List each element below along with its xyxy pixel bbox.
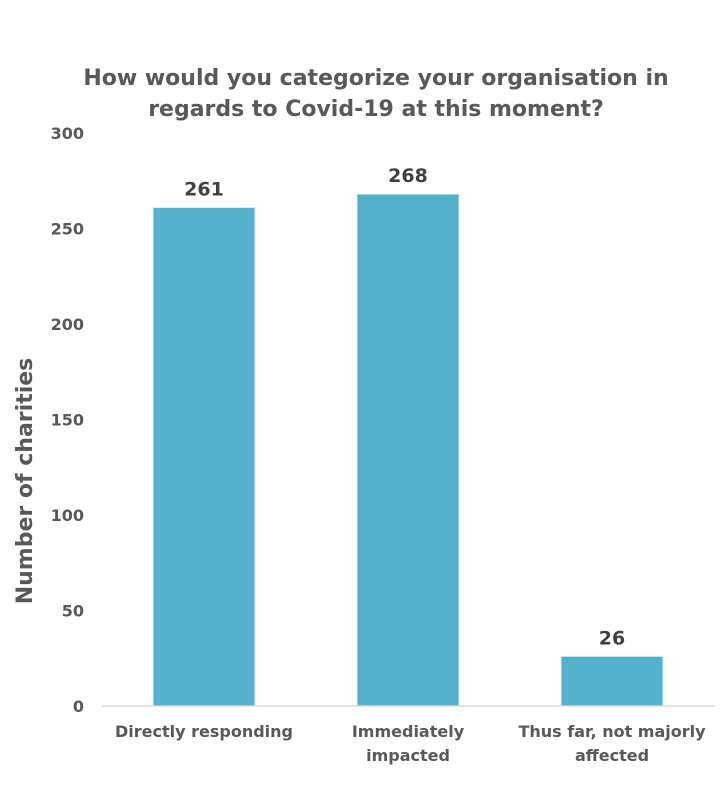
data-labels: 261 268 26 xyxy=(184,165,625,649)
category-label: impacted xyxy=(366,746,450,765)
chart-title: How would you categorize your organisati… xyxy=(83,66,668,122)
category-label: Directly responding xyxy=(115,722,293,741)
bars xyxy=(152,193,664,707)
y-tick-label: 0 xyxy=(73,697,84,716)
category-label: Thus far, not majorly xyxy=(518,722,706,741)
y-tick-label: 200 xyxy=(51,315,84,334)
y-tick-label: 100 xyxy=(51,506,84,525)
bar xyxy=(560,655,664,707)
bar xyxy=(152,206,256,707)
category-label: affected xyxy=(575,746,649,765)
chart-title-line-1: How would you categorize your organisati… xyxy=(83,66,668,91)
bar-value-label: 261 xyxy=(184,178,224,200)
bar-value-label: 268 xyxy=(388,165,428,187)
chart-title-line-2: regards to Covid-19 at this moment? xyxy=(148,97,604,122)
y-axis-ticks: 0 50 100 150 200 250 300 xyxy=(51,124,84,716)
y-tick-label: 250 xyxy=(51,220,84,239)
y-tick-label: 300 xyxy=(51,124,84,143)
y-tick-label: 150 xyxy=(51,411,84,430)
y-axis-label: Number of charities xyxy=(13,358,38,605)
y-tick-label: 50 xyxy=(62,602,84,621)
x-axis-categories: Directly responding Immediately impacted Th… xyxy=(115,722,706,765)
category-label: Immediately xyxy=(352,722,465,741)
bar-value-label: 26 xyxy=(599,627,625,649)
bar xyxy=(356,193,460,707)
